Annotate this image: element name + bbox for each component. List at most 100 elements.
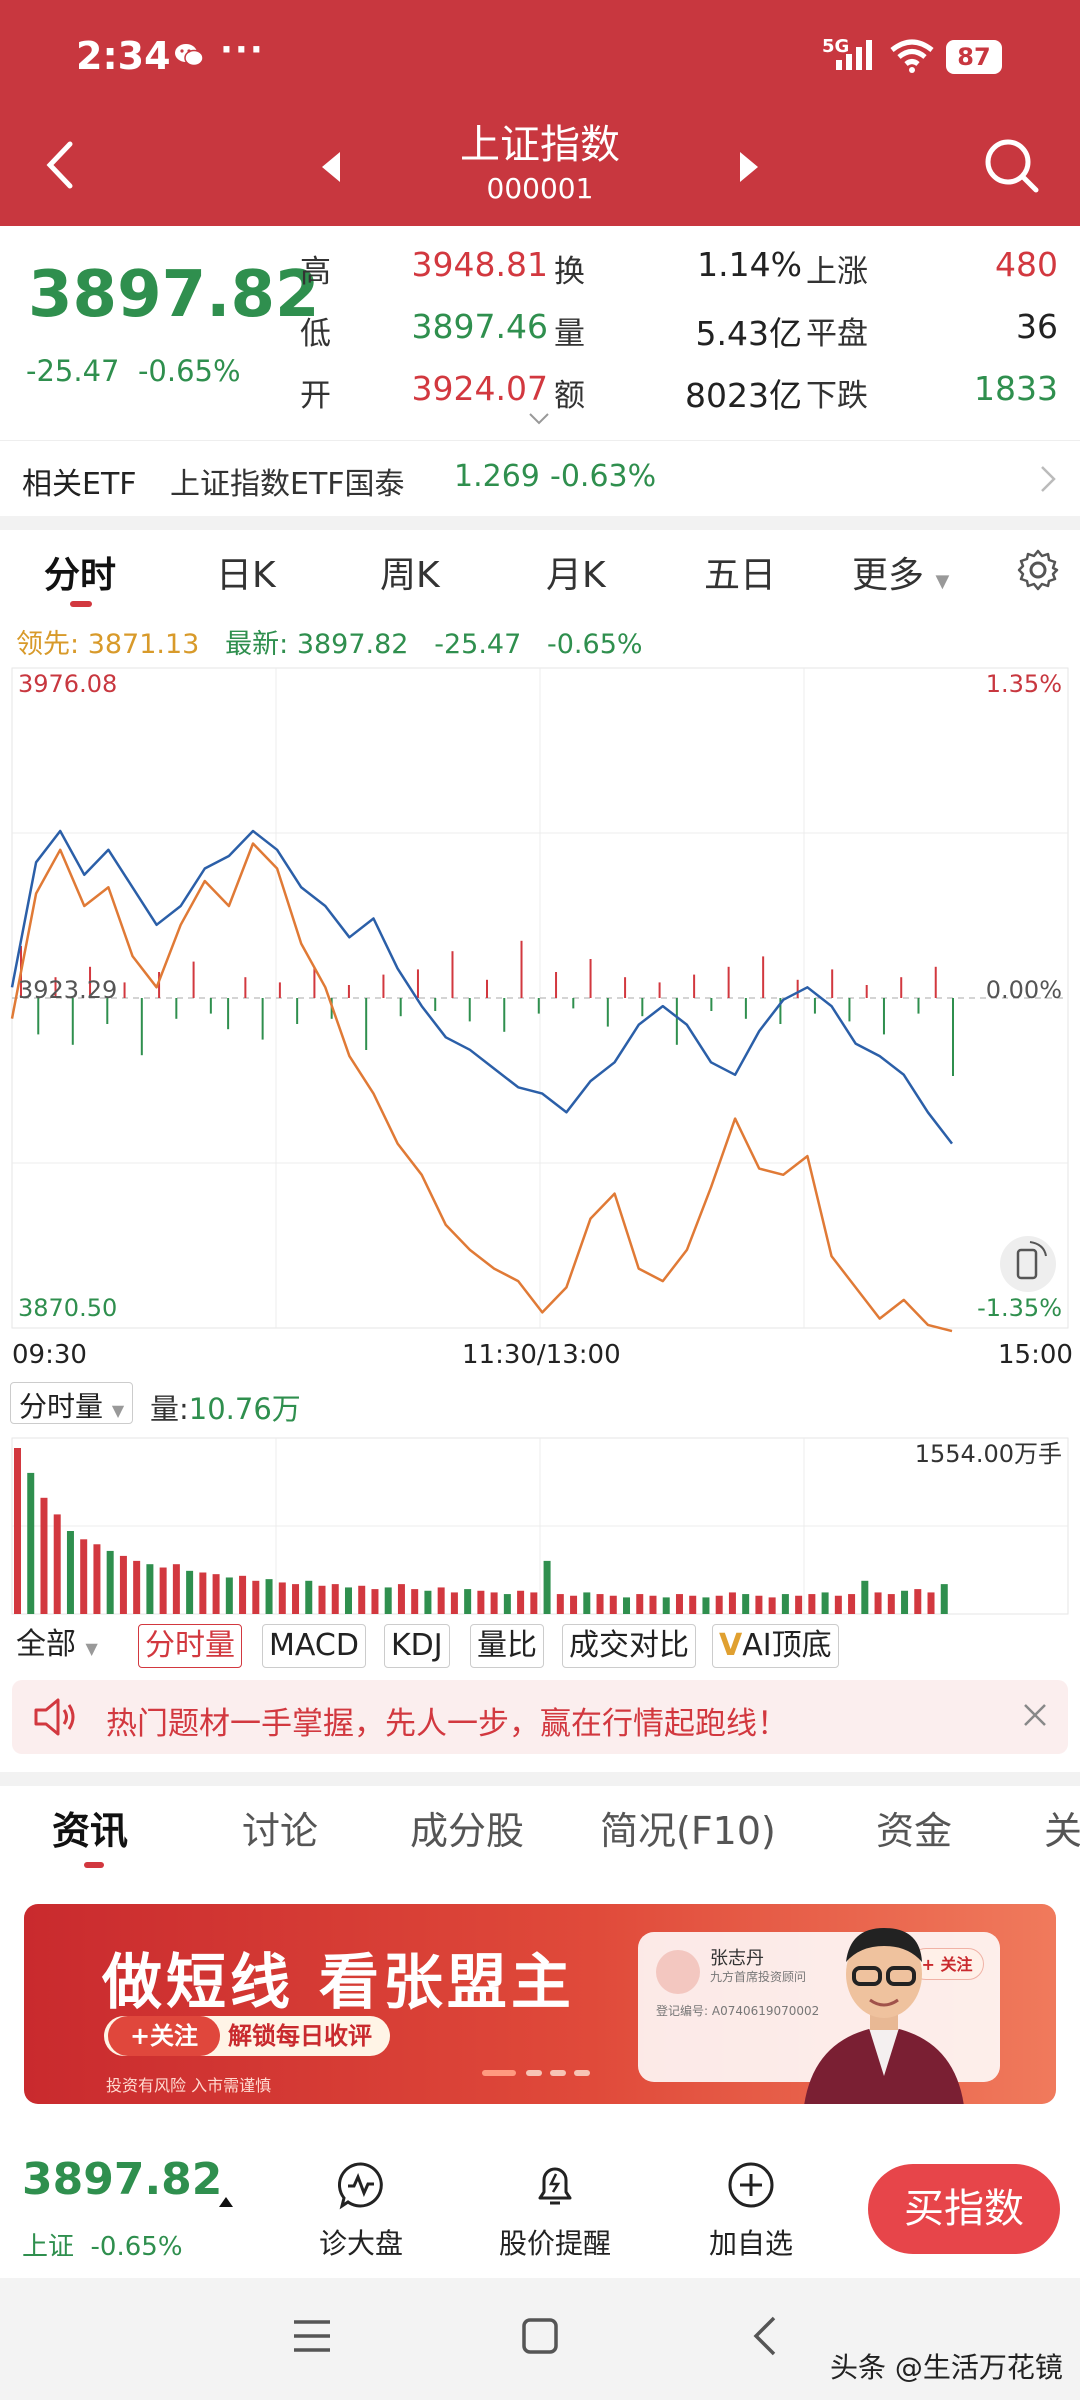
price-alert-label: 股价提醒	[498, 2227, 611, 2260]
tab-weekly-k[interactable]: 周K	[380, 555, 440, 596]
indicator-all[interactable]: 全部 ▼	[10, 1624, 104, 1668]
flat-label: 平盘	[806, 316, 868, 352]
volume-bar	[530, 1592, 538, 1614]
ad-banner[interactable]: 做短线 看张盟主 +关注 解锁每日收评 投资有风险 入市需谨慎 张志丹 九方首席…	[24, 1904, 1056, 2104]
chart-change-bar	[451, 951, 454, 998]
volume-bar	[821, 1592, 829, 1614]
turnover-label: 换	[554, 254, 585, 290]
search-icon[interactable]	[982, 136, 1042, 196]
down-count: 1833	[974, 369, 1058, 408]
chart-change-bar	[658, 982, 661, 998]
volume-bar	[940, 1584, 948, 1614]
indicator-macd[interactable]: MACD	[262, 1624, 366, 1668]
volume-max-label: 1554.00万手	[915, 1440, 1062, 1468]
tab-daily-k[interactable]: 日K	[216, 555, 276, 596]
chart-change-bar	[486, 979, 488, 998]
volume-chart[interactable]: 1554.00万手	[0, 1430, 1080, 1616]
price-alert-button[interactable]: 股价提醒	[480, 2160, 630, 2262]
chart-change-bar	[779, 998, 782, 1024]
volume-bar	[636, 1594, 644, 1614]
volume-bar	[675, 1594, 683, 1614]
volume-bars	[14, 1448, 948, 1614]
buy-index-button[interactable]: 买指数	[868, 2164, 1060, 2254]
index-code: 000001	[486, 172, 594, 205]
volume-bar	[318, 1585, 326, 1614]
low-label: 低	[300, 316, 331, 352]
related-etf-row[interactable]: 相关ETF 上证指数ETF国泰 1.269 -0.63%	[0, 440, 1080, 516]
chart-change-bar	[382, 974, 385, 998]
top-header-bar: 2:34 ··· 5G 87 上证指数 000001	[0, 0, 1080, 226]
indicator-trade-compare[interactable]: 成交对比	[562, 1624, 696, 1668]
volume-bar	[411, 1589, 419, 1614]
up-count: 480	[995, 245, 1058, 284]
network-type-label: 5G	[822, 36, 850, 57]
diagnose-market-button[interactable]: 诊大盘	[286, 2160, 436, 2262]
chart-change-bar	[952, 998, 954, 1076]
triangle-up-icon	[219, 2197, 233, 2207]
volume-bar	[146, 1564, 154, 1614]
up-label: 上涨	[806, 254, 868, 290]
tab-more[interactable]: 更多 ▼	[852, 546, 949, 598]
tab-constituents[interactable]: 成分股	[410, 1809, 525, 1853]
tab-funds[interactable]: 资金	[876, 1809, 953, 1853]
avatar	[656, 1950, 700, 1994]
more-notifications-icon: ···	[220, 30, 265, 70]
tab-monthly-k[interactable]: 月K	[546, 555, 606, 596]
chart-change-bar	[106, 998, 109, 1024]
tab-discussion[interactable]: 讨论	[242, 1809, 319, 1853]
previous-index-button[interactable]	[318, 150, 344, 184]
time-mid-label: 11:30/13:00	[462, 1340, 621, 1370]
volume-bar	[914, 1589, 922, 1614]
landscape-toggle-icon[interactable]	[1000, 1236, 1056, 1292]
volume-bar	[239, 1575, 247, 1614]
home-icon[interactable]	[520, 2316, 560, 2356]
volume-readout-label: 量:	[150, 1392, 189, 1426]
wifi-icon	[890, 39, 934, 73]
indicator-fenshi-volume[interactable]: 分时量	[138, 1624, 242, 1668]
tab-five-day[interactable]: 五日	[704, 555, 777, 596]
volume-bar	[464, 1589, 472, 1614]
menu-icon[interactable]	[292, 2318, 332, 2354]
tab-more-truncated[interactable]: 关	[1044, 1809, 1080, 1853]
volume-bar	[887, 1594, 895, 1614]
ad-follow-button[interactable]: +关注	[108, 2016, 220, 2056]
tab-fenshi[interactable]: 分时	[44, 555, 117, 596]
volume-bar	[106, 1550, 114, 1614]
high-label: 高	[300, 254, 331, 290]
dropdown-caret-icon: ▼	[85, 1639, 98, 1658]
next-index-button[interactable]	[736, 150, 762, 184]
volume-indicator-select[interactable]: 分时量 ▼	[10, 1382, 134, 1424]
volume-bar	[384, 1587, 392, 1614]
tab-profile-f10[interactable]: 简况(F10)	[600, 1809, 776, 1853]
close-icon[interactable]	[1020, 1700, 1050, 1730]
indicator-ai-top-bottom[interactable]: VAI顶底	[712, 1624, 839, 1668]
ad-follow-pill[interactable]: +关注 解锁每日收评	[104, 2016, 390, 2056]
time-end-label: 15:00	[998, 1340, 1073, 1370]
volume-bar	[186, 1570, 194, 1614]
y-mid-label: 3923.29	[18, 976, 117, 1004]
intraday-chart[interactable]: 3976.08 3923.29 3870.50 1.35% 0.00% -1.3…	[0, 660, 1080, 1336]
tab-news[interactable]: 资讯	[52, 1809, 129, 1853]
time-start-label: 09:30	[12, 1340, 87, 1370]
advisor-follow-button[interactable]: + 关注	[910, 1948, 984, 1980]
back-arrow-icon[interactable]	[34, 130, 84, 200]
add-watchlist-button[interactable]: 加自选	[676, 2160, 826, 2262]
expand-chevron-icon[interactable]	[528, 412, 550, 426]
indicator-kdj[interactable]: KDJ	[384, 1624, 450, 1668]
indicator-volume-ratio[interactable]: 量比	[470, 1624, 544, 1668]
volume-bar	[133, 1560, 141, 1614]
chart-change-bar	[37, 998, 40, 1035]
promo-banner[interactable]: 热门题材一手掌握，先人一步，赢在行情起跑线！	[12, 1680, 1068, 1754]
signal-icon	[836, 40, 872, 70]
bell-alert-icon	[538, 2167, 572, 2205]
volume-bar	[27, 1472, 35, 1614]
volume-bar	[93, 1544, 101, 1614]
gear-icon[interactable]	[1016, 548, 1060, 592]
advisor-card[interactable]: 张志丹 九方首席投资顾问 登记编号: A0740619070002 + 关注	[638, 1932, 1000, 2082]
volume-bar	[53, 1514, 61, 1614]
volume-bar	[795, 1595, 803, 1614]
chart-change-bars	[20, 940, 954, 1076]
chart-change-bar	[813, 998, 816, 1014]
chart-change-bar	[917, 998, 920, 1014]
system-back-icon[interactable]	[750, 2314, 780, 2358]
